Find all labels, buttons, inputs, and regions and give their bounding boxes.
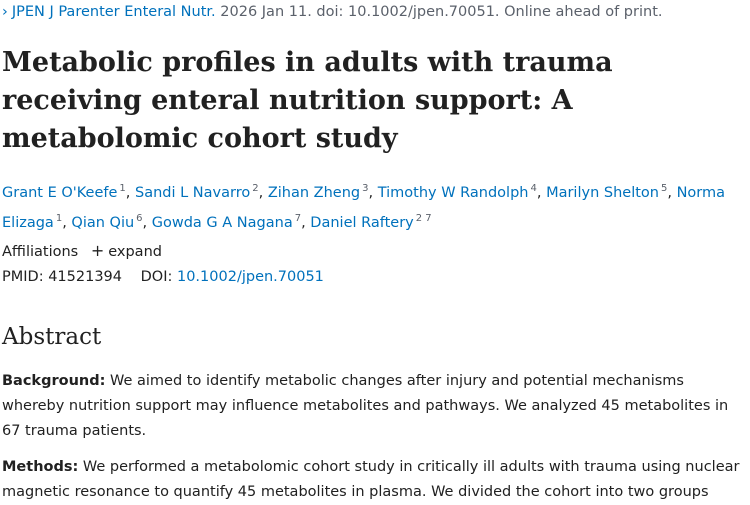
- background-text: We aimed to identify metabolic changes a…: [2, 373, 729, 439]
- affiliation-ref[interactable]: 4: [530, 183, 537, 194]
- affiliation-ref[interactable]: 2 7: [415, 212, 432, 224]
- affiliation-ref[interactable]: 3: [362, 183, 369, 194]
- affiliation-ref[interactable]: 1: [119, 183, 126, 194]
- expand-affiliations-button[interactable]: + expand: [90, 241, 162, 260]
- journal-link[interactable]: JPEN J Parenter Enteral Nutr.: [11, 4, 216, 20]
- author-link[interactable]: Grant E O'Keefe: [2, 184, 118, 201]
- author-link[interactable]: Sandi L Navarro: [135, 184, 251, 201]
- author-item: Timothy W Randolph 4: [377, 183, 537, 201]
- affiliations-row: Affiliations + expand: [2, 241, 162, 260]
- citation-line: › JPEN J Parenter Enteral Nutr. 2026 Jan …: [2, 4, 663, 20]
- author-item: Marilyn Shelton 5: [546, 183, 668, 201]
- affiliation-ref[interactable]: 5: [660, 183, 668, 194]
- author-item: Sandi L Navarro 2: [135, 183, 259, 201]
- citation-details: 2026 Jan 11. doi: 10.1002/jpen.70051. On…: [220, 4, 663, 20]
- doi-link[interactable]: 10.1002/jpen.70051: [176, 269, 324, 285]
- author-link[interactable]: Daniel Raftery: [310, 214, 414, 231]
- pmid-value: 41521394: [48, 269, 123, 285]
- affiliation-ref[interactable]: 2: [252, 183, 259, 194]
- author-link[interactable]: Timothy W Randolph: [377, 184, 529, 201]
- methods-paragraph: Methods: We performed a metabolomic coho…: [2, 455, 748, 505]
- affiliation-ref[interactable]: 1: [55, 212, 63, 224]
- author-item: Daniel Raftery 2 7: [310, 212, 432, 231]
- identifiers-row: PMID: 41521394 DOI: 10.1002/jpen.70051: [2, 269, 324, 285]
- author-link[interactable]: Norma Elizaga: [2, 184, 725, 231]
- author-list: Grant E O'Keefe 1, Sandi L Navarro 2, Ziha…: [2, 183, 725, 231]
- abstract-heading: Abstract: [2, 324, 102, 350]
- affiliations-label: Affiliations: [2, 244, 79, 260]
- affiliation-ref[interactable]: 6: [136, 212, 143, 224]
- affiliation-ref[interactable]: 7: [294, 212, 302, 224]
- background-paragraph: Background: We aimed to identify metabol…: [2, 369, 748, 444]
- author-link[interactable]: Zihan Zheng: [267, 184, 361, 201]
- author-item: Qian Qiu 6: [71, 212, 143, 231]
- methods-label: Methods:: [2, 459, 79, 475]
- author-item: Gowda G A Nagana 7: [151, 212, 302, 231]
- plus-icon: +: [90, 241, 105, 260]
- expand-label: expand: [108, 244, 162, 260]
- author-link[interactable]: Qian Qiu: [71, 214, 135, 231]
- author-item: Grant E O'Keefe 1: [2, 183, 126, 201]
- author-link[interactable]: Marilyn Shelton: [546, 184, 659, 201]
- methods-text: We performed a metabolomic cohort study …: [2, 459, 740, 500]
- chevron-right-icon[interactable]: ›: [2, 4, 8, 20]
- author-item: Norma Elizaga 1: [2, 185, 725, 231]
- author-link[interactable]: Gowda G A Nagana: [151, 214, 293, 231]
- article-title: Metabolic profiles in adults with trauma…: [2, 47, 613, 154]
- author-item: Zihan Zheng 3: [267, 183, 369, 201]
- doi-label: DOI:: [140, 269, 173, 285]
- background-label: Background:: [2, 373, 106, 389]
- pmid-label: PMID:: [2, 269, 44, 285]
